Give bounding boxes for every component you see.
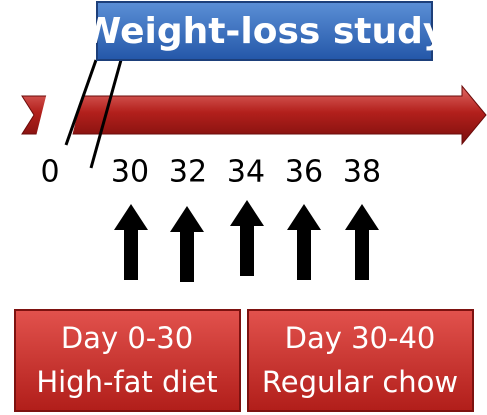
box-line: Regular chow [262,365,458,399]
timeline-arrow [21,84,487,146]
timeline-label: 38 [343,155,381,190]
title-box [96,1,433,61]
title: Weight-loss study [82,11,447,52]
timeline-label: 0 [40,155,59,190]
up-arrow [170,206,204,282]
up-arrow [230,200,264,276]
up-arrow [287,204,321,280]
break-line [64,59,98,146]
box-line: High-fat diet [36,365,217,399]
phase-box [14,309,241,412]
box-line: Day 0-30 [61,321,193,355]
timeline-label: 32 [169,155,207,190]
box-line: Day 30-40 [285,321,436,355]
timeline-label: 30 [111,155,149,190]
break-gap [27,60,92,170]
timeline-label: 36 [285,155,323,190]
up-arrow [345,204,379,280]
up-arrow [114,204,148,280]
timeline-label: 34 [227,155,265,190]
phase-box [247,309,474,412]
break-line [89,59,123,169]
